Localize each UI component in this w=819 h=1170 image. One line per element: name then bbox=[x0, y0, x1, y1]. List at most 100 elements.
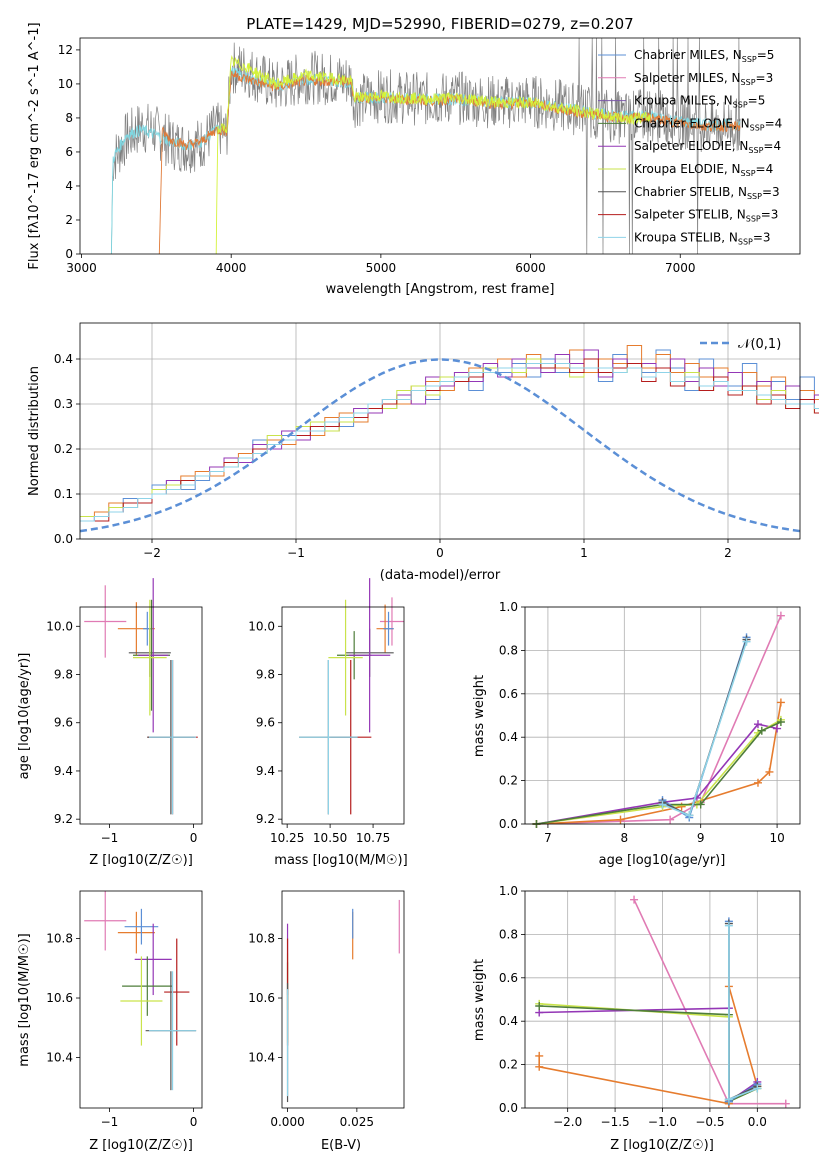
y-tick-label: 9.8 bbox=[54, 668, 73, 682]
y-tick-label: 2 bbox=[65, 213, 73, 227]
y-tick-label: 10.6 bbox=[46, 991, 73, 1005]
y-tick-label: 1.0 bbox=[499, 600, 518, 614]
residual-panel: −2 −1 0 1 2 0.0 0.1 0.2 0.3 0.4 𝒩(0,1) (data-mode… bbox=[27, 322, 819, 583]
weight-point-marker bbox=[773, 724, 782, 733]
weight-point-marker bbox=[658, 800, 667, 809]
residual-frame bbox=[79, 322, 801, 540]
y-tick-label: 9.2 bbox=[54, 812, 73, 826]
spectrum-legend: Chabrier MILES, NSSP=5 Salpeter MILES, NS… bbox=[598, 48, 782, 246]
y-tick-label: 0.3 bbox=[54, 397, 73, 411]
age-weight-xlabel: age [log10(age/yr)] bbox=[599, 853, 726, 868]
weight-point-marker bbox=[616, 815, 625, 824]
ebv-mass-axes: 0.000 0.025 10.4 10.6 10.8 bbox=[248, 932, 374, 1129]
weight-point-marker bbox=[535, 1002, 544, 1011]
z-weight-panel: −2.0 −1.5 −1.0 −0.5 0.0 0.0 0.2 0.4 0.6 0.8 1.0 Z … bbox=[472, 884, 801, 1153]
z-age-frame bbox=[79, 606, 203, 825]
weight-point-marker bbox=[781, 1099, 790, 1108]
x-tick-label: 10 bbox=[769, 831, 784, 845]
y-tick-label: 9.2 bbox=[256, 812, 275, 826]
y-tick-label: 0.4 bbox=[54, 352, 73, 366]
y-tick-label: 6 bbox=[65, 145, 73, 159]
spectrum-series-model-orange bbox=[158, 70, 741, 255]
x-tick-label: 0 bbox=[190, 831, 198, 845]
x-tick-label: 0.000 bbox=[270, 1115, 304, 1129]
z-weight-lines bbox=[535, 895, 790, 1108]
y-tick-label: 4 bbox=[65, 179, 73, 193]
y-tick-label: 9.8 bbox=[256, 668, 275, 682]
legend-label: Kroupa STELIB, NSSP=3 bbox=[634, 230, 771, 246]
ebv-mass-panel: 0.000 0.025 10.4 10.6 10.8 E(B-V) bbox=[248, 890, 405, 1153]
legend-label: Salpeter STELIB, NSSP=3 bbox=[634, 208, 778, 224]
x-tick-label: 10.25 bbox=[270, 831, 304, 845]
x-tick-label: 10.50 bbox=[313, 831, 347, 845]
y-tick-label: 10.0 bbox=[46, 619, 73, 633]
spectrum-ylabel: Flux [fλ10^-17 erg cm^-2 s^-1 A^-1] bbox=[27, 22, 42, 269]
y-tick-label: 1.0 bbox=[499, 884, 518, 898]
weight-point-marker bbox=[724, 1095, 733, 1104]
mass-age-axes: 10.25 10.50 10.75 9.2 9.4 9.6 9.8 10.0 bbox=[248, 619, 390, 845]
spectrum-axes: 3000 4000 5000 6000 7000 0 2 4 6 8 10 12 bbox=[58, 43, 696, 275]
weight-point-marker bbox=[696, 800, 705, 809]
y-tick-label: 0.1 bbox=[54, 487, 73, 501]
age-weight-ylabel: mass weight bbox=[472, 675, 487, 757]
x-tick-label: 7000 bbox=[665, 261, 696, 275]
x-tick-label: 4000 bbox=[216, 261, 247, 275]
y-tick-label: 10.4 bbox=[248, 1050, 275, 1064]
y-tick-label: 10.8 bbox=[46, 932, 73, 946]
weight-point-marker bbox=[753, 778, 762, 787]
z-weight-xlabel: Z [log10(Z/Z☉)] bbox=[610, 1138, 714, 1153]
y-tick-label: 0.2 bbox=[499, 774, 518, 788]
ebv-mass-errorbars bbox=[286, 899, 400, 1103]
normal-curve-legend-label: 𝒩(0,1) bbox=[738, 337, 781, 352]
x-tick-label: 0.025 bbox=[340, 1115, 374, 1129]
x-tick-label: 9 bbox=[697, 831, 705, 845]
x-tick-label: 2 bbox=[724, 546, 732, 560]
spectrum-frame bbox=[79, 37, 801, 255]
mass-age-panel: 10.25 10.50 10.75 9.2 9.4 9.6 9.8 10.0 mass [lo… bbox=[248, 578, 408, 868]
age-weight-grid bbox=[525, 606, 800, 825]
legend-label: Kroupa ELODIE, NSSP=4 bbox=[634, 162, 773, 178]
z-mass-ylabel: mass [log10(M/M☉)] bbox=[17, 933, 32, 1066]
x-tick-label: 7 bbox=[544, 831, 552, 845]
weight-point-marker bbox=[776, 718, 785, 727]
z-weight-ylabel: mass weight bbox=[472, 959, 487, 1041]
z-mass-xlabel: Z [log10(Z/Z☉)] bbox=[89, 1138, 193, 1153]
y-tick-label: 0.8 bbox=[499, 643, 518, 657]
z-mass-panel: −1 0 10.4 10.6 10.8 Z [log10(Z/Z☉)] mass [lo… bbox=[17, 890, 203, 1153]
x-tick-label: −1.5 bbox=[601, 1115, 630, 1129]
y-tick-label: 0.0 bbox=[499, 1101, 518, 1115]
weight-point-marker bbox=[776, 698, 785, 707]
z-mass-axes: −1 0 10.4 10.6 10.8 bbox=[46, 932, 197, 1129]
weight-point-marker bbox=[776, 611, 785, 620]
y-tick-label: 0.0 bbox=[54, 532, 73, 546]
spectrum-panel: PLATE=1429, MJD=52990, FIBERID=0279, z=0… bbox=[27, 15, 801, 297]
y-tick-label: 12 bbox=[58, 43, 73, 57]
y-tick-label: 9.4 bbox=[256, 764, 275, 778]
weight-point-marker bbox=[757, 726, 766, 735]
z-age-xlabel: Z [log10(Z/Z☉)] bbox=[89, 853, 193, 868]
legend-label: Salpeter ELODIE, NSSP=4 bbox=[634, 139, 781, 155]
x-tick-label: −1 bbox=[287, 546, 305, 560]
y-tick-label: 0.4 bbox=[499, 1014, 518, 1028]
residual-histograms bbox=[79, 345, 819, 533]
z-age-ylabel: age [log10(age/yr)] bbox=[17, 653, 32, 780]
x-tick-label: −2.0 bbox=[553, 1115, 582, 1129]
x-tick-label: −0.5 bbox=[695, 1115, 724, 1129]
weight-point-marker bbox=[724, 921, 733, 930]
weight-point-marker bbox=[685, 811, 694, 820]
weight-point-marker bbox=[666, 815, 675, 824]
residual-legend: 𝒩(0,1) bbox=[700, 337, 781, 352]
z-age-panel: −1 0 9.2 9.4 9.6 9.8 10.0 Z [log10(Z/Z☉)] age … bbox=[17, 578, 203, 868]
y-tick-label: 9.6 bbox=[256, 716, 275, 730]
age-weight-axes: 7 8 9 10 0.0 0.2 0.4 0.6 0.8 1.0 bbox=[499, 600, 785, 845]
y-tick-label: 0.4 bbox=[499, 730, 518, 744]
y-tick-label: 10.6 bbox=[248, 991, 275, 1005]
weight-point-marker bbox=[535, 1051, 544, 1060]
weight-line bbox=[536, 702, 782, 825]
z-mass-errorbars bbox=[84, 891, 197, 1091]
y-tick-label: 9.6 bbox=[54, 716, 73, 730]
x-tick-label: 0.0 bbox=[748, 1115, 767, 1129]
y-tick-label: 0.0 bbox=[499, 817, 518, 831]
legend-label: Salpeter MILES, NSSP=3 bbox=[634, 71, 773, 87]
